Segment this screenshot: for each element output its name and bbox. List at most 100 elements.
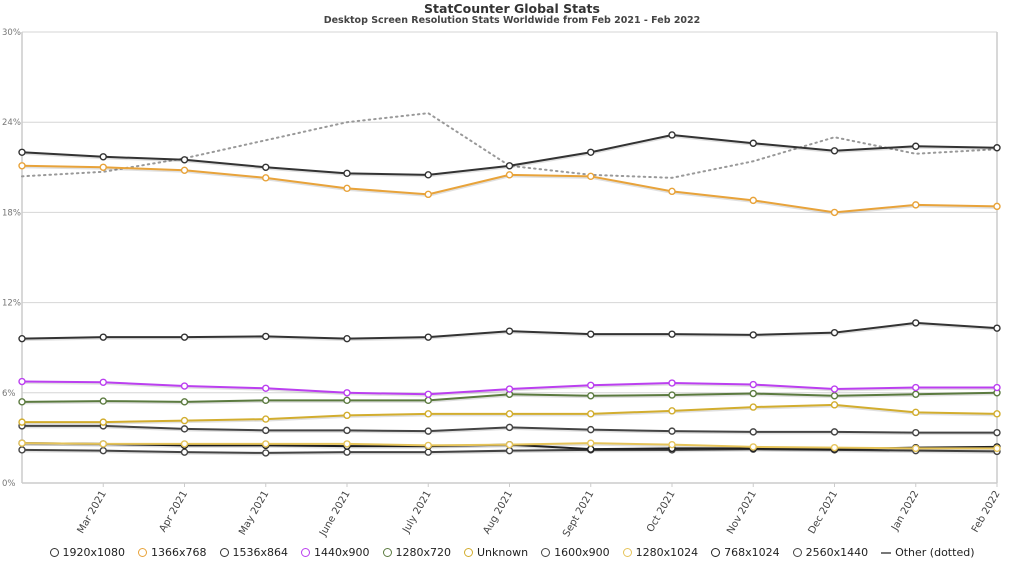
data-point <box>505 446 514 455</box>
data-point <box>830 208 839 217</box>
data-point <box>830 328 839 337</box>
legend-label: 1366x768 <box>151 546 207 559</box>
legend-item[interactable]: 1440x900 <box>301 546 370 559</box>
data-point <box>993 144 1001 152</box>
data-point <box>424 190 432 199</box>
data-point <box>18 446 26 454</box>
legend-label: 1280x1024 <box>635 546 699 559</box>
data-point <box>180 398 189 406</box>
legend-item[interactable]: 1600x900 <box>541 546 610 559</box>
legend-item[interactable]: 1366x768 <box>138 546 207 559</box>
data-point <box>99 333 107 341</box>
data-point <box>99 163 107 172</box>
data-point <box>749 196 757 205</box>
legend-label: 1600x900 <box>554 546 610 559</box>
circle-marker-icon <box>792 548 802 557</box>
x-tick-label: June 2021 <box>317 489 352 539</box>
legend-label: Other (dotted) <box>895 546 975 559</box>
data-point <box>18 162 26 170</box>
legend-item[interactable]: 1280x1024 <box>622 546 699 559</box>
data-point <box>749 403 757 411</box>
data-point <box>587 381 595 389</box>
legend-item[interactable]: 768x1024 <box>711 546 780 559</box>
legend-item[interactable]: 2560x1440 <box>792 546 869 559</box>
data-point <box>993 444 1001 453</box>
legend-item[interactable]: 1536x864 <box>219 546 289 559</box>
data-point <box>180 382 189 390</box>
data-point <box>587 410 595 418</box>
data-point <box>505 385 514 393</box>
data-point <box>912 142 920 150</box>
data-point <box>912 319 920 327</box>
data-point <box>587 392 595 400</box>
data-point <box>18 439 26 447</box>
legend-label: 2560x1440 <box>805 546 869 559</box>
data-point <box>343 448 351 456</box>
y-tick-label: 24% <box>2 118 21 128</box>
legend-item[interactable]: 1920x1080 <box>49 546 125 559</box>
data-point <box>99 153 107 161</box>
data-point <box>587 445 595 453</box>
legend-label: Unknown <box>477 546 529 559</box>
y-tick-label: 12% <box>2 299 21 309</box>
data-point <box>587 425 595 434</box>
data-point <box>99 440 107 448</box>
data-point <box>749 380 757 389</box>
x-tick-label: Dec 2021 <box>807 489 841 536</box>
legend-label: 1280x720 <box>395 546 452 559</box>
circle-marker-icon <box>219 548 229 557</box>
data-point <box>424 390 432 399</box>
data-point <box>343 440 351 448</box>
data-point <box>668 440 676 449</box>
x-tick-label: Sept 2021 <box>561 489 596 539</box>
data-point <box>830 147 839 155</box>
data-point <box>912 444 920 453</box>
data-point <box>343 334 351 343</box>
data-point <box>830 428 839 436</box>
legend-item[interactable]: Unknown <box>464 546 528 559</box>
data-point <box>99 397 107 405</box>
data-point <box>505 440 514 449</box>
y-tick-label: 0% <box>2 479 16 489</box>
data-point <box>343 411 351 420</box>
x-tick-label: May 2021 <box>237 489 271 537</box>
data-point <box>668 427 676 435</box>
data-point <box>180 166 189 175</box>
data-point <box>18 377 26 386</box>
legend-item[interactable]: 1280x720 <box>382 546 452 559</box>
data-point <box>668 131 676 139</box>
data-point <box>668 330 676 338</box>
legend: 1920x1080 1366x768 1536x864 1440x900 1280x72… <box>0 546 1024 559</box>
data-point <box>749 139 757 147</box>
data-point <box>262 426 270 435</box>
data-point <box>18 334 26 343</box>
data-point <box>912 428 920 437</box>
data-point <box>180 425 189 433</box>
x-tick-label: Aug 2021 <box>481 489 515 536</box>
data-point <box>587 148 595 156</box>
data-point <box>99 378 107 386</box>
data-point <box>993 324 1001 332</box>
data-point <box>343 396 351 405</box>
circle-marker-icon <box>464 548 473 557</box>
data-point <box>343 426 351 435</box>
data-point <box>18 418 26 426</box>
data-point <box>99 446 107 455</box>
data-point <box>343 184 351 193</box>
data-point <box>262 396 270 405</box>
data-point <box>993 202 1001 211</box>
data-point <box>180 448 189 456</box>
data-point <box>912 201 920 209</box>
data-point <box>424 441 432 450</box>
data-point <box>587 172 595 181</box>
x-tick-label: Mar 2021 <box>76 489 109 536</box>
data-point <box>912 390 920 399</box>
data-point <box>505 162 514 170</box>
legend-item[interactable]: Other (dotted) <box>881 546 974 559</box>
data-point <box>424 396 432 405</box>
legend-label: 1536x864 <box>232 546 289 559</box>
circle-marker-icon <box>49 548 59 557</box>
chart-subtitle: Desktop Screen Resolution Stats Worldwid… <box>323 15 701 26</box>
data-point <box>993 428 1001 437</box>
